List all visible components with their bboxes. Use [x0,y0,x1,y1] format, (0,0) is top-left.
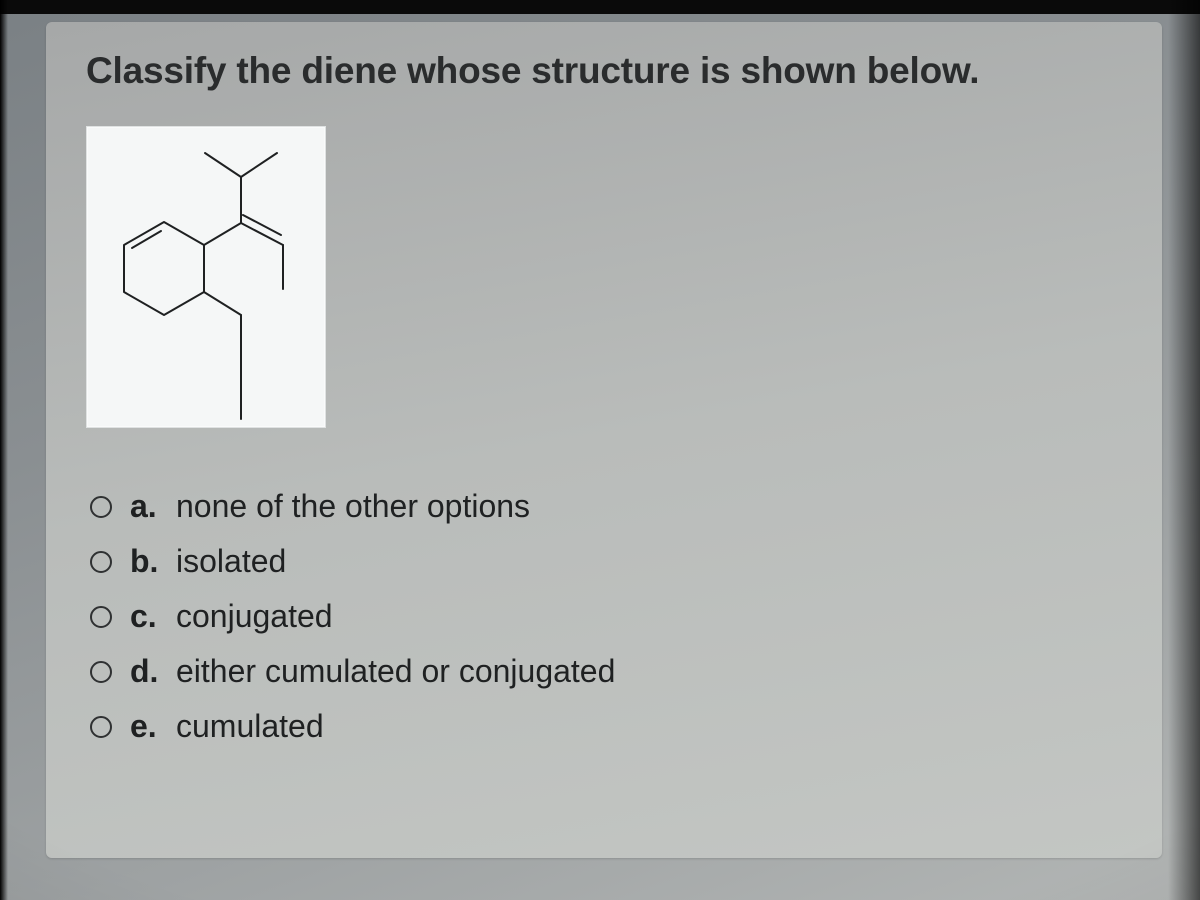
option-e[interactable]: e. cumulated [90,708,1122,745]
radio-icon[interactable] [90,661,112,683]
right-bezel [1168,0,1200,900]
options-list: a. none of the other options b. isolated… [90,488,1122,745]
radio-icon[interactable] [90,716,112,738]
top-bezel [0,0,1200,14]
option-letter: b. [130,543,176,580]
option-letter: c. [130,598,176,635]
option-a[interactable]: a. none of the other options [90,488,1122,525]
option-letter: d. [130,653,176,690]
option-letter: e. [130,708,176,745]
radio-icon[interactable] [90,551,112,573]
option-text: isolated [176,543,286,580]
option-b[interactable]: b. isolated [90,543,1122,580]
question-card: Classify the diene whose structure is sh… [46,22,1162,858]
option-text: cumulated [176,708,324,745]
radio-icon[interactable] [90,496,112,518]
left-bezel [0,0,8,900]
option-c[interactable]: c. conjugated [90,598,1122,635]
option-text: either cumulated or conjugated [176,653,615,690]
structure-figure [86,126,326,428]
option-letter: a. [130,488,176,525]
option-text: none of the other options [176,488,530,525]
question-prompt: Classify the diene whose structure is sh… [86,50,1122,92]
radio-icon[interactable] [90,606,112,628]
option-d[interactable]: d. either cumulated or conjugated [90,653,1122,690]
diene-structure-svg [87,127,325,427]
option-text: conjugated [176,598,333,635]
